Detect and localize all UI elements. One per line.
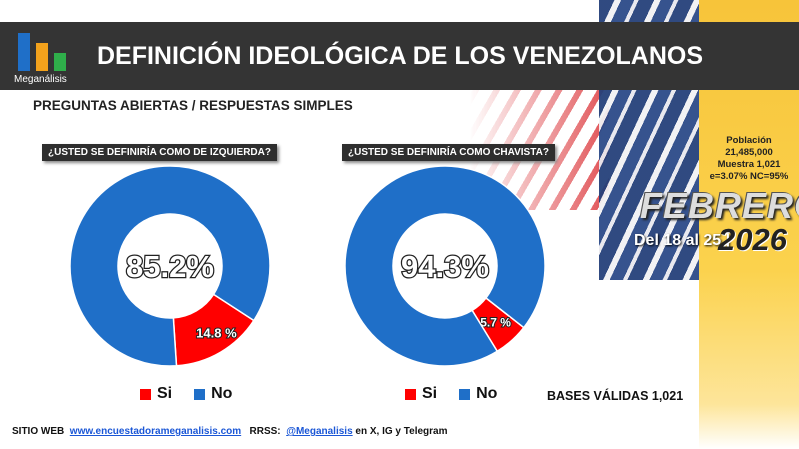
year: 2026 — [718, 222, 787, 257]
question-2: ¿USTED SE DEFINIRÍA COMO CHAVISTA? — [342, 144, 555, 161]
data-label-no: 94.3% — [401, 249, 489, 284]
social-handle-link[interactable]: @Meganalisis — [286, 426, 353, 437]
legend-swatch-no — [194, 388, 206, 400]
legend-1: Si No — [140, 385, 232, 403]
legend-swatch-si — [405, 388, 416, 400]
legend-swatch-si — [140, 388, 151, 400]
subtitle: PREGUNTAS ABIERTAS / RESPUESTAS SIMPLES — [33, 98, 353, 113]
legend-swatch-no — [459, 388, 471, 400]
website-link[interactable]: www.encuestadorameganalisis.com — [69, 426, 242, 437]
data-label-no: 85.2% — [126, 249, 214, 284]
slice-no — [69, 165, 271, 367]
question-1: ¿USTED SE DEFINIRÍA COMO DE IZQUIERDA? — [42, 144, 277, 161]
logo: Meganálisis — [14, 30, 76, 85]
month: FEBRERO — [640, 185, 799, 226]
survey-info: Población 21,485,000 Muestra 1,021 e=3.07% … — [709, 135, 789, 182]
legend-2: Si No — [405, 385, 497, 403]
header-bar — [0, 22, 799, 90]
data-label-si: 5.7 % — [480, 316, 511, 330]
footer: SITIO WEB www.encuestadorameganalisis.co… — [12, 426, 448, 437]
valid-bases: BASES VÁLIDAS 1,021 — [547, 389, 684, 403]
date-range: Del 18 al 25 | — [634, 232, 731, 249]
page-title: DEFINICIÓN IDEOLÓGICA DE LOS VENEZOLANOS — [96, 42, 704, 70]
data-label-si: 14.8 % — [196, 326, 237, 341]
slice-no — [344, 165, 546, 367]
